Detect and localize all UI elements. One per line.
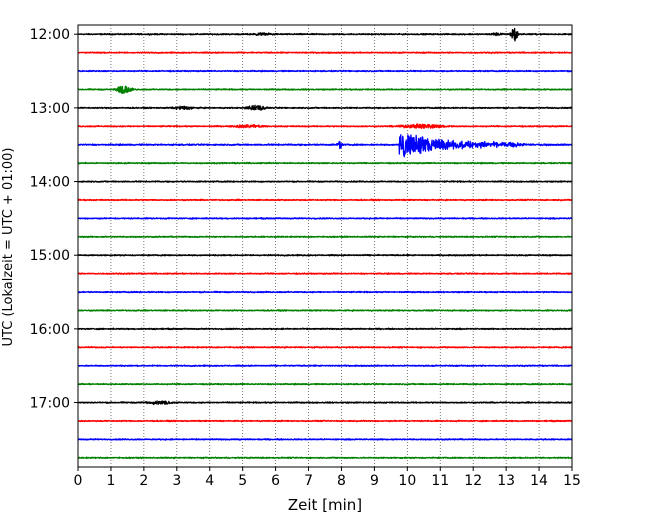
trace-1745 <box>77 456 573 460</box>
trace-1530 <box>77 290 573 294</box>
trace-layer <box>77 27 573 460</box>
trace-1215 <box>77 51 573 55</box>
x-tick-label: 2 <box>139 473 148 489</box>
trace-1700 <box>77 400 573 406</box>
trace-1600 <box>77 327 573 331</box>
trace-1415 <box>77 198 573 202</box>
x-tick-label: 14 <box>530 473 548 489</box>
x-tick-label: 1 <box>106 473 115 489</box>
x-tick-label: 8 <box>337 473 346 489</box>
trace-1730 <box>77 437 573 441</box>
trace-1645 <box>77 382 573 386</box>
trace-1300 <box>77 104 573 111</box>
trace-1345 <box>77 161 573 165</box>
trace-1430 <box>77 216 573 220</box>
x-tick-label: 12 <box>464 473 482 489</box>
trace-1400 <box>77 180 573 183</box>
trace-1615 <box>77 345 573 349</box>
x-tick-label: 9 <box>370 473 379 489</box>
trace-1445 <box>77 235 573 239</box>
x-tick-label: 11 <box>431 473 449 489</box>
trace-1545 <box>77 308 573 312</box>
y-tick-label: 14:00 <box>30 175 70 191</box>
y-tick-label: 15:00 <box>30 248 70 264</box>
trace-1330 <box>77 134 573 158</box>
trace-1245 <box>77 85 573 94</box>
trace-1230 <box>77 69 573 73</box>
x-tick-label: 0 <box>74 473 83 489</box>
x-tick-label: 13 <box>497 473 515 489</box>
trace-1200 <box>77 27 573 42</box>
x-tick-label: 7 <box>304 473 313 489</box>
x-tick-label: 6 <box>271 473 280 489</box>
trace-1630 <box>77 364 573 368</box>
y-axis-label: UTC (Lokalzeit = UTC + 01:00) <box>1 148 16 347</box>
x-tick-label: 10 <box>398 473 416 489</box>
x-tick-label: 15 <box>563 473 581 489</box>
grid-layer <box>110 25 540 467</box>
trace-1715 <box>77 419 573 423</box>
y-tick-label: 13:00 <box>30 101 70 117</box>
y-tick-label: 17:00 <box>30 396 70 412</box>
y-tick-label: 16:00 <box>30 322 70 338</box>
plot-frame <box>77 24 573 468</box>
x-tick-label: 5 <box>238 473 247 489</box>
trace-1500 <box>77 253 573 257</box>
x-axis-label: Zeit [min] <box>288 496 362 514</box>
axis-layer: 0 1 2 3 4 5 6 7 8 9 10 11 12 13 14 1512:0013:0014:0015:… <box>30 24 581 489</box>
trace-1315 <box>77 123 573 129</box>
x-tick-label: 3 <box>172 473 181 489</box>
y-tick-label: 12:00 <box>30 27 70 43</box>
x-tick-label: 4 <box>205 473 214 489</box>
trace-1515 <box>77 272 573 276</box>
